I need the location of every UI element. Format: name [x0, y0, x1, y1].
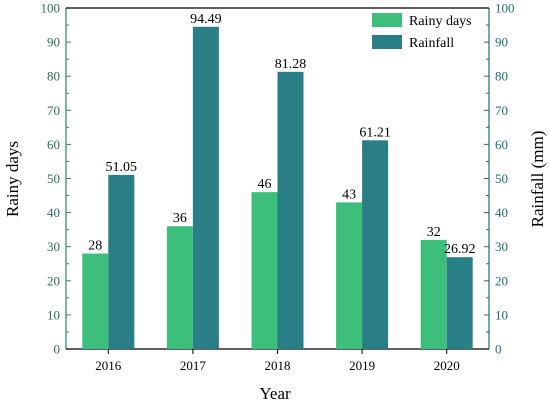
bar-rainfall [277, 71, 304, 349]
bar-rainy-days [82, 253, 109, 349]
right-tick-label: 40 [495, 205, 508, 220]
x-tick-label: 2018 [265, 358, 291, 373]
data-label-rainy-days: 46 [258, 177, 272, 192]
legend-swatch [372, 35, 402, 49]
right-tick-label: 90 [495, 35, 508, 50]
left-axis-title: Rainy days [3, 141, 22, 217]
bar-rainfall [192, 26, 219, 350]
data-label-rainy-days: 28 [88, 239, 102, 254]
right-axis-title: Rainfall (mm) [528, 131, 547, 228]
data-label-rainfall: 81.28 [275, 57, 307, 72]
legend-swatch [372, 13, 402, 27]
bar-rainy-days [251, 192, 278, 349]
right-tick-label: 60 [495, 137, 508, 152]
left-axis: 0 10 20 30 40 50 60 70 80 90 100 [41, 1, 71, 357]
right-tick-label: 70 [495, 103, 508, 118]
left-tick-label: 0 [54, 342, 61, 357]
bar-rainfall [446, 257, 473, 349]
data-label-rainy-days: 43 [342, 187, 356, 202]
right-tick-label: 30 [495, 239, 508, 254]
bar-rainfall [108, 174, 135, 349]
data-label-rainfall: 51.05 [106, 160, 138, 175]
left-tick-label: 50 [47, 171, 60, 186]
right-tick-label: 10 [495, 307, 508, 322]
legend-label: Rainfall [409, 36, 454, 51]
x-tick-label: 2017 [180, 358, 207, 373]
data-label-rainfall: 94.49 [190, 12, 222, 27]
bar-rainy-days [336, 202, 363, 349]
legend-label: Rainy days [409, 14, 472, 29]
bar-rainfall [362, 140, 389, 349]
left-tick-label: 100 [41, 1, 61, 16]
right-tick-label: 0 [495, 342, 502, 357]
data-label-rainy-days: 36 [173, 211, 187, 226]
right-axis: 0 10 20 30 40 50 60 70 80 90 100 [484, 1, 515, 357]
x-tick-label: 2016 [95, 358, 122, 373]
right-tick-label: 100 [495, 1, 515, 16]
right-tick-label: 20 [495, 273, 508, 288]
legend: Rainy days Rainfall [372, 13, 472, 51]
left-tick-label: 40 [47, 205, 60, 220]
left-tick-label: 30 [47, 239, 60, 254]
left-tick-label: 20 [47, 273, 60, 288]
left-tick-label: 60 [47, 137, 60, 152]
left-tick-label: 10 [47, 307, 60, 322]
right-tick-label: 50 [495, 171, 508, 186]
x-axis-title: Year [259, 384, 291, 403]
bar-rainy-days [420, 239, 447, 349]
x-tick-label: 2019 [349, 358, 375, 373]
bars [82, 26, 473, 350]
left-tick-label: 70 [47, 103, 60, 118]
data-label-rainfall: 26.92 [444, 242, 476, 257]
left-tick-label: 90 [47, 35, 60, 50]
data-label-rainy-days: 32 [427, 225, 441, 240]
right-tick-label: 80 [495, 69, 508, 84]
data-label-rainfall: 61.21 [359, 125, 391, 140]
x-tick-label: 2020 [434, 358, 460, 373]
bar-rainy-days [166, 226, 193, 349]
left-tick-label: 80 [47, 69, 60, 84]
